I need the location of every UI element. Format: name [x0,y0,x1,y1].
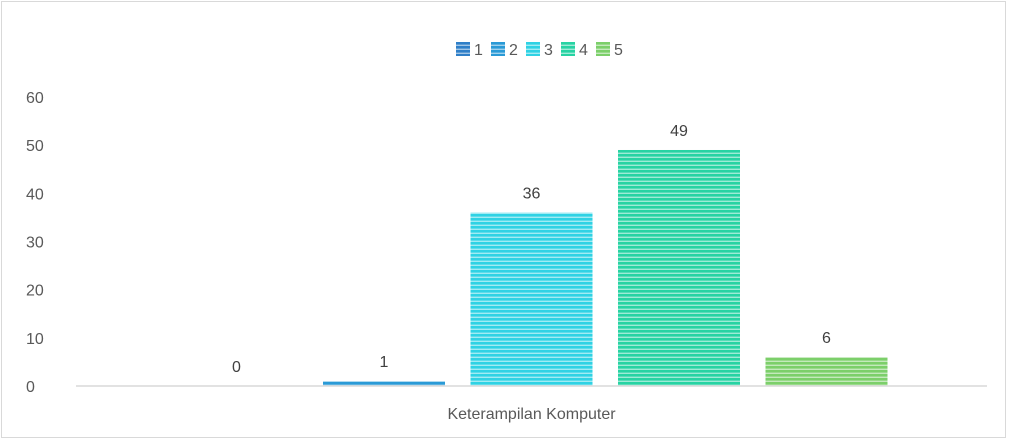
x-category-label: Keterampilan Komputer [447,406,616,423]
bars [323,149,888,386]
y-tick-label: 50 [26,138,44,155]
data-label: 36 [523,186,541,203]
y-tick-label: 60 [26,90,44,107]
legend-item-3: 3 [526,42,553,59]
data-label: 49 [670,123,688,140]
legend-swatch [596,42,610,56]
data-label: 1 [380,354,389,371]
bar-series-5 [765,357,888,386]
y-tick-label: 20 [26,283,44,300]
y-tick-label: 30 [26,235,44,252]
legend-label: 4 [579,42,588,59]
y-tick-label: 10 [26,331,44,348]
data-labels: 0 1 36 49 6 [232,123,831,376]
legend: 1 2 3 4 5 [456,42,623,59]
legend-item-2: 2 [491,42,518,59]
data-label: 6 [822,330,831,347]
legend-label: 5 [614,42,623,59]
legend-swatch [526,42,540,56]
bar-series-3 [470,212,593,386]
bar-series-4 [618,149,740,386]
legend-label: 1 [474,42,483,59]
x-axis: Keterampilan Komputer [447,406,616,423]
data-label: 0 [232,359,241,376]
legend-swatch [491,42,505,56]
legend-swatch [456,42,470,56]
bar-series-2 [323,381,445,386]
y-axis: 0 10 20 30 40 50 60 [26,90,44,396]
legend-swatch [561,42,575,56]
legend-item-4: 4 [561,42,588,59]
y-tick-label: 40 [26,186,44,203]
legend-label: 2 [509,42,518,59]
y-tick-label: 0 [26,379,35,396]
legend-item-1: 1 [456,42,483,59]
legend-label: 3 [544,42,553,59]
bar-chart: 1 2 3 4 5 0 10 20 30 40 50 60 0 1 36 49 6 Keterampilan… [26,42,987,423]
legend-item-5: 5 [596,42,623,59]
